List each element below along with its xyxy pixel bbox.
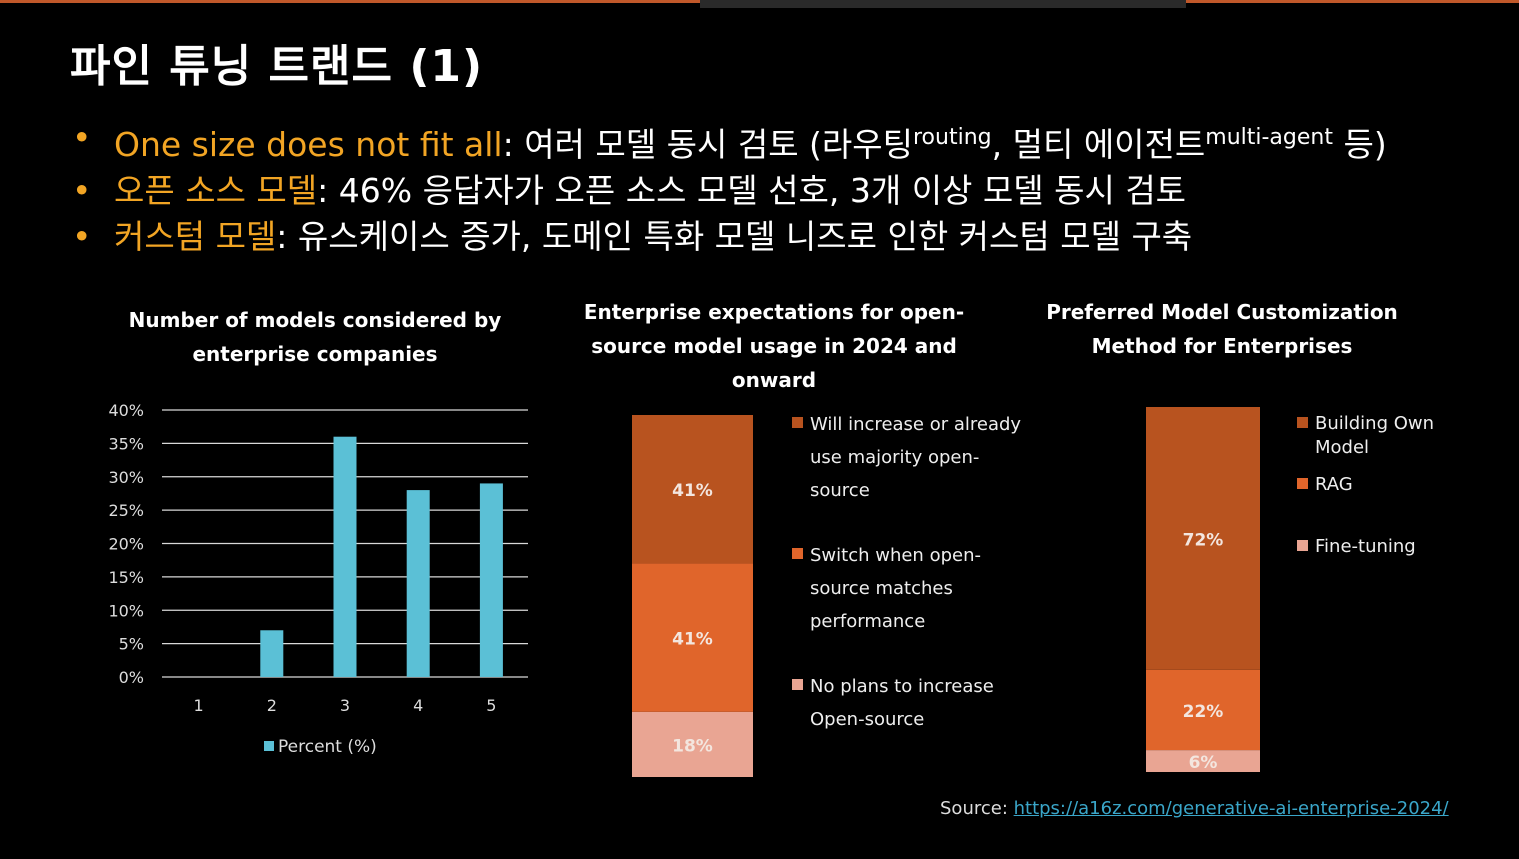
legend-item: Fine-tuning [1297,535,1416,559]
legend-label: Percent (%) [278,737,377,757]
legend-item: Will increase or already use majority ope… [792,408,1022,507]
chart2-title-line: source model usage in 2024 and [591,334,957,358]
bullet-highlight: 오픈 소스 모델 [114,171,318,210]
stacked-segment [632,711,753,777]
legend-item: Switch when open-source matches performan… [792,539,981,638]
x-tick-label: 4 [413,696,423,715]
bar [333,436,357,677]
data-label: 18% [672,736,713,756]
y-tick-label: 25% [108,501,144,520]
chart3-title-line: Method for Enterprises [1091,334,1353,358]
legend-label: performance [810,611,926,632]
bullet-dot: • [72,118,92,157]
top-window-strip [700,0,1186,8]
legend-label: Will increase or already [810,414,1022,435]
legend-item: Building Own Model [1297,412,1435,460]
legend-swatch [792,548,803,559]
customization-method-chart: 6% 22% 72% [1146,407,1260,773]
bullet-dot: • [72,217,92,256]
y-tick-label: 30% [108,468,144,487]
stacked-segment [632,563,753,712]
bullet-text: : 여러 모델 동시 검토 (라우팅 [502,125,913,164]
legend-label: source matches [810,578,953,599]
chart1-title: Number of models considered by enterpris… [115,303,515,371]
chart3-title-line: Preferred Model Customization [1046,300,1398,324]
legend-label: source [810,480,870,501]
legend-label: Switch when open- [810,545,981,566]
source-link[interactable]: https://a16z.com/generative-ai-enterpris… [1013,798,1449,819]
legend-label: Fine-tuning [1315,536,1416,557]
x-tick-label: 5 [486,696,496,715]
bullet-item: • 커스텀 모델: 유스케이스 증가, 도메인 특화 모델 니즈로 인한 커스텀… [72,214,1387,260]
chart1-title-line: Number of models considered by [128,308,502,332]
legend-swatch [1297,417,1308,428]
stacked-segment [1146,669,1260,751]
y-tick-label: 40% [108,401,144,420]
legend-swatch [1297,540,1308,551]
data-label: 72% [1183,530,1224,550]
chart2-title-line: onward [731,368,817,392]
data-label: 6% [1189,753,1218,773]
legend-item: No plans to increase Open-source [792,670,994,736]
legend-swatch [1297,478,1308,489]
stacked-segment [1146,407,1260,670]
data-label: 22% [1183,702,1224,722]
y-tick-label: 15% [108,568,144,587]
y-tick-label: 0% [119,668,144,687]
legend-label: Building Own [1315,413,1435,434]
bullet-highlight: 커스텀 모델 [114,217,277,256]
legend-label: RAG [1315,474,1353,495]
legend-swatch [792,679,803,690]
y-tick-label: 20% [108,535,144,554]
open-source-expectations-chart: 18% 41% 41% [632,415,753,777]
chart1-title-line: enterprise companies [192,342,438,366]
bar [479,483,503,677]
bullet-text: , 멀티 에이전트 [991,125,1206,164]
bullet-highlight: One size does not fit all [114,125,503,164]
bar [260,630,284,677]
bullet-text: : 46% 응답자가 오픈 소스 모델 선호, 3개 이상 모델 동시 검토 [317,171,1187,210]
legend-label: No plans to increase [810,676,994,697]
y-tick-label: 10% [108,601,144,620]
slide-title: 파인 튜닝 트랜드 (1) [70,41,484,92]
models-considered-chart: 0% 5% 10% 15% 20% 25% 30% 35% 40% 1 2 3 4 5 Percent (%… [108,401,528,757]
y-tick-label: 5% [119,635,144,654]
legend-label: Open-source [810,709,925,730]
legend-label: use majority open- [810,447,980,468]
data-label: 41% [672,481,713,501]
x-tick-label: 2 [267,696,277,715]
source-note: Source: https://a16z.com/generative-ai-e… [940,798,1449,819]
bullet-text: 등) [1332,125,1387,164]
source-label: Source: [940,798,1014,819]
chart2-title-line: Enterprise expectations for open- [583,300,965,324]
bullet-sup: routing [913,125,992,150]
bullet-item: • 오픈 소스 모델: 46% 응답자가 오픈 소스 모델 선호, 3개 이상 … [72,168,1387,214]
legend-label: Model [1315,437,1370,458]
bullet-list: • One size does not fit all: 여러 모델 동시 검토… [72,115,1387,260]
legend-swatch [792,417,803,428]
bullet-item: • One size does not fit all: 여러 모델 동시 검토… [72,115,1387,168]
y-tick-label: 35% [108,434,144,453]
x-tick-label: 3 [340,696,350,715]
chart2-title: Enterprise expectations for open- source… [574,295,974,397]
legend-swatch [264,741,274,751]
stacked-segment [1146,750,1260,772]
bar [406,490,430,677]
legend-item: RAG [1297,473,1353,497]
stacked-segment [632,415,753,564]
data-label: 41% [672,630,713,650]
bullet-text: : 유스케이스 증가, 도메인 특화 모델 니즈로 인한 커스텀 모델 구축 [276,217,1193,256]
x-tick-label: 1 [194,696,204,715]
chart3-title: Preferred Model Customization Method for… [1022,295,1422,363]
bullet-dot: • [72,171,92,210]
bullet-sup: multi-agent [1205,125,1333,150]
